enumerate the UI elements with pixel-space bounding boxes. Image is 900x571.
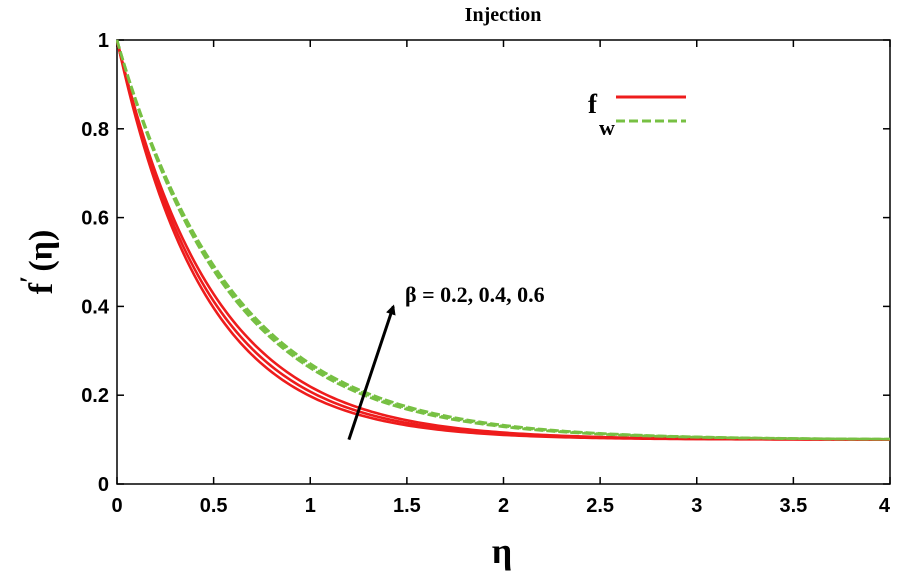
series-beta-0.2-dashed	[116, 39, 891, 441]
x-tick-label: 1.5	[393, 495, 421, 517]
legend: f w	[588, 89, 686, 140]
x-tick-label: 4	[879, 495, 891, 517]
series-beta-0.2-solid	[116, 39, 890, 441]
y-axis-label-prime: ′	[15, 276, 44, 283]
legend-label-sub: w	[599, 115, 615, 140]
x-tick-label: 2.5	[586, 495, 614, 517]
x-tick-label: 3	[691, 495, 702, 517]
x-tick-label: 1	[305, 495, 316, 517]
y-tick-label: 0.6	[81, 208, 109, 230]
y-axis: 0 0.2 0.4 0.6 0.8 1	[81, 30, 890, 496]
series-beta-0.4-dashed	[116, 39, 891, 441]
y-tick-label: 0.2	[81, 385, 109, 407]
series-layer	[116, 39, 891, 441]
series-beta-0.4-solid	[116, 39, 891, 441]
x-tick-label: 0	[111, 495, 122, 517]
chart-title: Injection	[465, 4, 542, 26]
y-tick-label: 1	[98, 30, 109, 52]
svg-text:f′(η): f′ (η)	[15, 230, 60, 295]
beta-annotation: β = 0.2, 0.4, 0.6	[405, 282, 545, 307]
y-axis-label-arg: (η)	[23, 230, 60, 272]
x-tick-label: 3.5	[779, 495, 807, 517]
series-beta-0.6-solid	[116, 39, 891, 441]
plot-frame	[116, 39, 891, 485]
y-tick-label: 0	[98, 474, 109, 496]
y-tick-label: 0.4	[81, 296, 110, 318]
x-tick-label: 2	[498, 495, 509, 517]
x-tick-label: 0.5	[200, 495, 228, 517]
x-axis-label: η	[492, 531, 512, 571]
y-tick-label: 0.8	[81, 119, 109, 141]
series-beta-0.6-dashed	[116, 39, 891, 441]
beta-arrow	[347, 304, 396, 441]
y-axis-label-main: f	[23, 282, 60, 294]
x-axis: 0 0.5 1 1.5 2 2.5 3 3.5 4	[111, 40, 891, 517]
legend-label-main: f	[588, 89, 598, 119]
y-axis-label: f′ (η)	[15, 230, 60, 295]
